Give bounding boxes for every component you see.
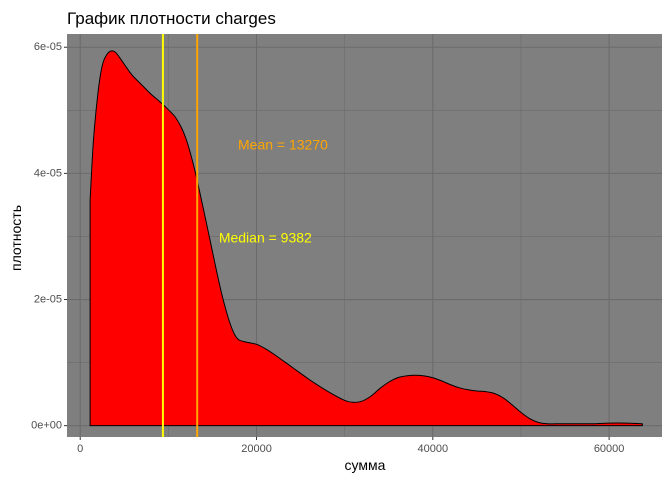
chart-title: График плотности charges <box>67 9 276 28</box>
x-axis-ticks: 0 20000 40000 60000 <box>77 437 624 455</box>
x-tick-label: 60000 <box>594 443 625 455</box>
annotations: Mean = 13270 Median = 9382 <box>219 136 328 245</box>
y-tick-label: 4e-05 <box>34 167 62 179</box>
x-axis-title: сумма <box>345 457 386 473</box>
mean-annotation: Mean = 13270 <box>238 136 328 152</box>
y-tick-label: 2e-05 <box>34 293 62 305</box>
x-tick-label: 20000 <box>241 443 272 455</box>
y-tick-label: 6e-05 <box>34 41 62 53</box>
density-area <box>89 50 643 427</box>
x-tick-label: 40000 <box>418 443 449 455</box>
y-axis-ticks: 0e+00 2e-05 4e-05 6e-05 <box>31 41 67 432</box>
y-tick-label: 0e+00 <box>31 420 62 432</box>
y-axis-title: плотность <box>8 205 24 271</box>
vertical-lines <box>161 34 199 437</box>
x-tick-label: 0 <box>77 443 83 455</box>
median-annotation: Median = 9382 <box>219 230 312 246</box>
